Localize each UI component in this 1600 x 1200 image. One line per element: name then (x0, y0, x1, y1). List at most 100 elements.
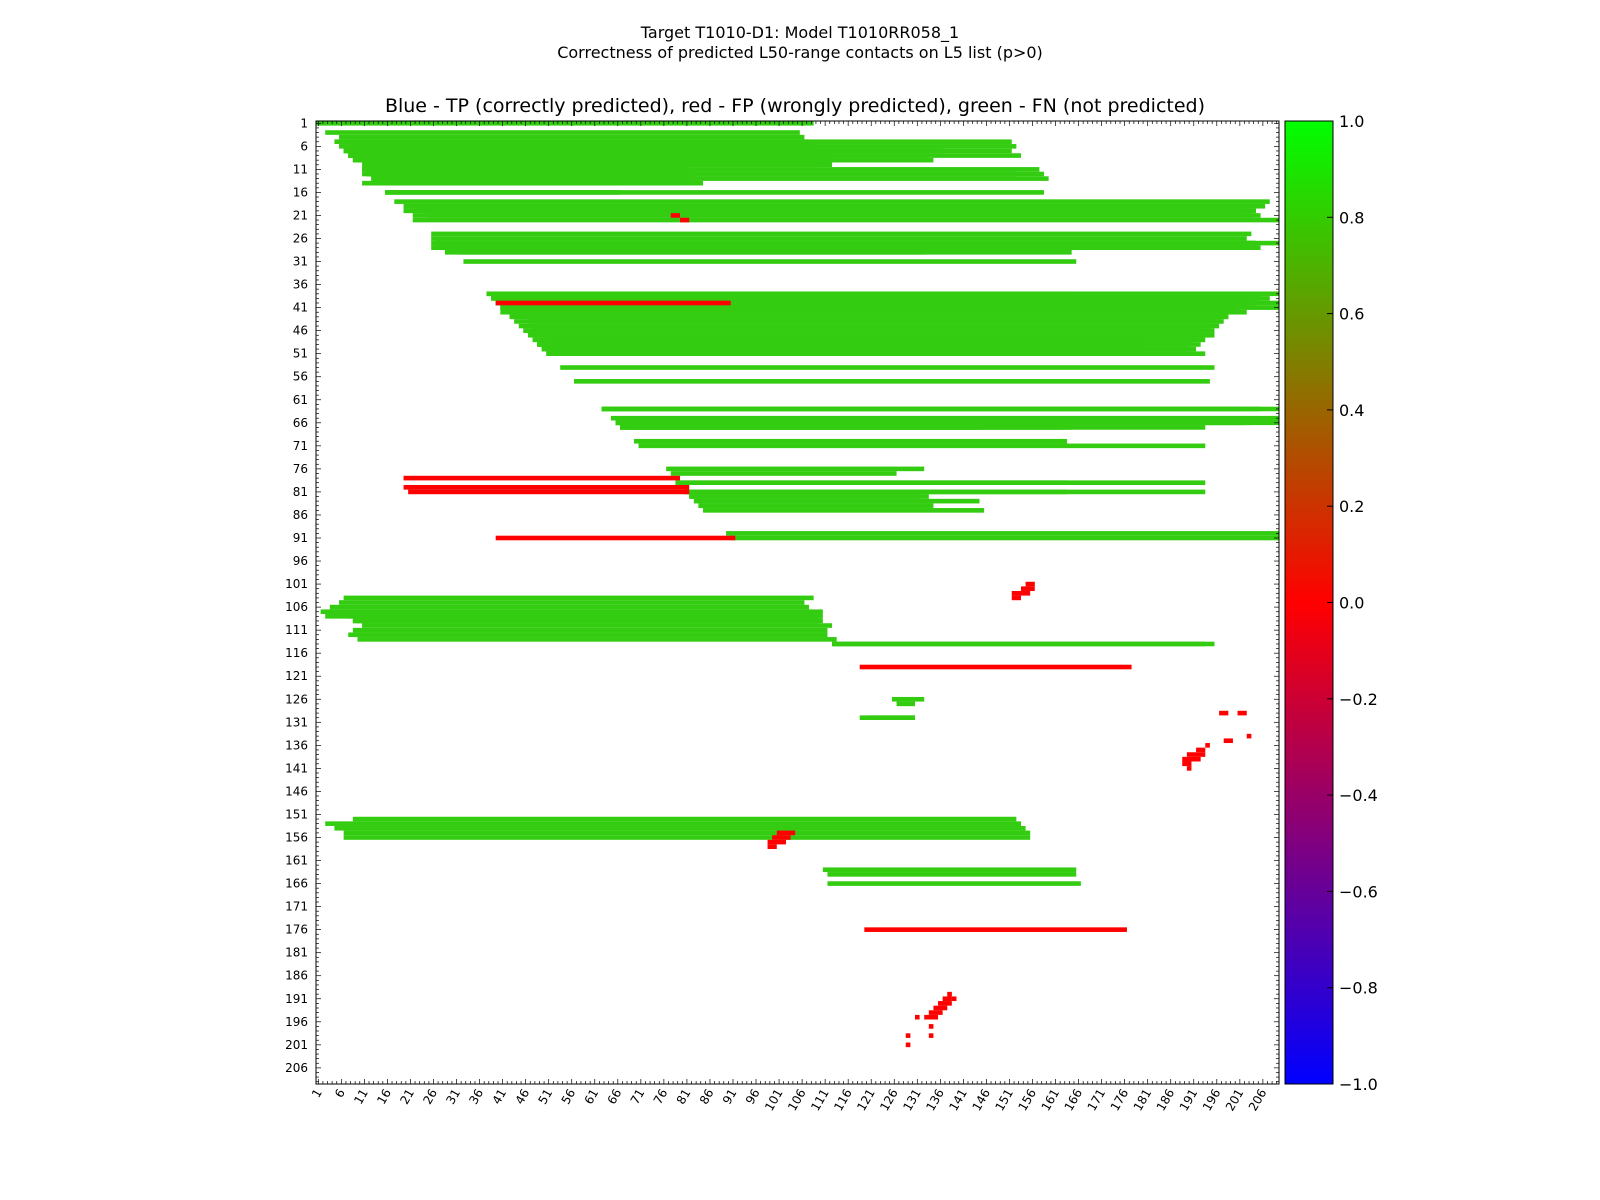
fn-contact-cell (560, 365, 1215, 370)
y-tick-label: 171 (285, 900, 308, 914)
fp-contact-cell (947, 991, 952, 997)
x-tick-label: 101 (762, 1087, 786, 1114)
y-tick-label: 76 (293, 462, 308, 476)
fn-contact-cell (689, 494, 929, 499)
x-tick-label: 46 (512, 1087, 532, 1107)
fn-contact-cell (693, 498, 980, 504)
fn-contact-cell (703, 508, 985, 513)
x-tick-label: 186 (1154, 1087, 1178, 1114)
fn-contact-cell (348, 153, 833, 158)
fp-contact-cell (1025, 581, 1035, 587)
fp-contact-cell (1223, 738, 1233, 744)
y-tick-label: 11 (293, 162, 308, 176)
fp-contact-cell (1186, 766, 1192, 771)
x-tick-label: 86 (697, 1087, 717, 1107)
fn-contact-cell (431, 245, 1261, 251)
fn-contact-cell (325, 821, 1021, 826)
x-tick-label: 176 (1108, 1087, 1132, 1114)
y-tick-label: 56 (293, 370, 308, 384)
fp-contact-cell (942, 996, 952, 1002)
x-tick-label: 166 (1062, 1087, 1086, 1114)
fn-contact-cell (412, 213, 1261, 218)
fn-contact-cell (827, 881, 1081, 886)
x-tick-label: 121 (854, 1087, 878, 1114)
fn-contact-cell (601, 406, 1243, 412)
x-tick-label: 26 (420, 1087, 440, 1107)
colorbar-tick-label: 0.2 (1339, 497, 1364, 516)
y-tick-label: 86 (293, 508, 308, 522)
y-tick-label: 141 (285, 761, 308, 775)
y-tick-label: 136 (285, 738, 308, 752)
y-tick-label: 101 (285, 577, 308, 591)
x-tick-label: 31 (443, 1087, 463, 1107)
x-tick-label: 191 (1177, 1087, 1201, 1114)
colorbar-tick-label: 0.4 (1339, 401, 1364, 420)
y-tick-label: 131 (285, 715, 308, 729)
y-tick-label: 91 (293, 531, 308, 545)
x-tick-label: 36 (466, 1087, 486, 1107)
fn-contact-cell (435, 240, 1279, 246)
fp-contact-cell (859, 664, 1132, 670)
colorbar (1284, 120, 1334, 1085)
x-tick-label: 66 (605, 1087, 625, 1107)
y-tick-label: 71 (293, 439, 308, 453)
y-tick-label: 96 (293, 554, 308, 568)
y-tick-label: 66 (293, 416, 308, 430)
fn-contact-cell (352, 618, 819, 624)
fp-contact-cell (767, 839, 786, 845)
fp-contact-cell (776, 830, 796, 836)
fn-contact-cell (891, 696, 925, 702)
fn-contact-cell (431, 231, 1252, 237)
fn-contact-cell (352, 157, 934, 163)
fp-contact-cell (403, 485, 690, 490)
fp-contact-cell (772, 835, 791, 840)
fn-contact-cell (371, 176, 1049, 181)
fn-contact-cell (610, 415, 1279, 421)
fn-contact-cell (362, 623, 833, 628)
fp-contact-cell (933, 1005, 948, 1011)
contact-cells (316, 121, 1280, 1048)
colorbar-tick-label: 0.8 (1339, 208, 1364, 227)
fn-contact-cell (486, 291, 1280, 297)
x-tick-label: 116 (831, 1087, 855, 1114)
x-tick-label: 156 (1016, 1087, 1040, 1114)
x-tick-label: 106 (785, 1087, 809, 1114)
y-tick-label: 196 (285, 1015, 308, 1029)
fn-contact-cell (574, 379, 1210, 384)
y-tick-label: 36 (293, 278, 308, 292)
colorbar-tick-label: −0.2 (1339, 690, 1378, 709)
fn-contact-cell (403, 203, 1266, 209)
fn-contact-cell (638, 443, 1206, 449)
fp-contact-cell (915, 1014, 920, 1020)
fp-contact-cell (1011, 595, 1021, 601)
fp-contact-cell (670, 213, 681, 218)
y-tick-label: 201 (285, 1038, 308, 1052)
fn-contact-cell (431, 236, 1247, 241)
y-tick-label: 51 (293, 347, 308, 361)
fn-contact-cell (822, 867, 1077, 873)
fn-contact-cell (495, 300, 1247, 306)
x-tick-label: 206 (1246, 1087, 1270, 1114)
x-tick-label: 141 (946, 1087, 970, 1114)
fp-contact-cell (1182, 761, 1192, 767)
y-tick-label: 41 (293, 301, 308, 315)
y-tick-label: 151 (285, 807, 308, 821)
y-tick-label: 176 (285, 923, 308, 937)
x-tick-label: 161 (1039, 1087, 1063, 1114)
fp-contact-cell (924, 1014, 939, 1020)
fp-contact-cell (767, 844, 777, 850)
fn-contact-cell (352, 627, 828, 633)
colorbar-tick-label: 0.0 (1339, 594, 1364, 613)
fn-contact-cell (670, 471, 897, 476)
fn-contact-cell (868, 715, 915, 720)
fp-contact-cell (938, 1001, 952, 1006)
fn-contact-cell (615, 420, 1279, 426)
y-tick-label: 16 (293, 185, 308, 199)
x-tick-label: 171 (1085, 1087, 1109, 1114)
fp-contact-cell (1182, 756, 1201, 762)
y-tick-label: 166 (285, 877, 308, 891)
y-tick-label: 1 (300, 116, 308, 130)
y-tick-label: 161 (285, 854, 308, 868)
fn-contact-cell (412, 217, 1279, 223)
